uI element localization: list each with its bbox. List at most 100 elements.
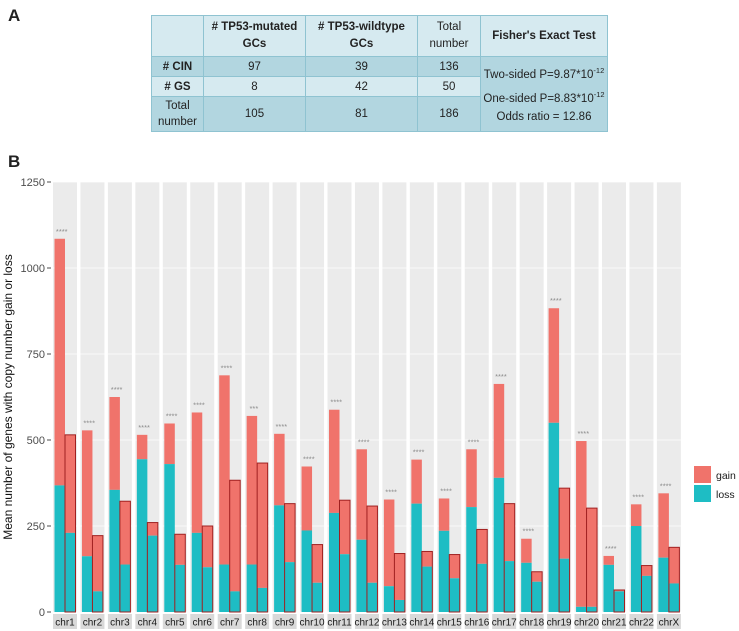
facet-label: chr11 [327, 618, 352, 629]
bar-loss-chr22-2 [641, 575, 652, 612]
significance-label: **** [385, 488, 397, 497]
bar-loss-chr15-1 [438, 530, 450, 612]
bar-outline-chr1 [64, 434, 76, 613]
fisher-odds-ratio: Odds ratio = 12.86 [496, 111, 592, 124]
bar-outline-chr21 [613, 589, 625, 613]
bar-outline-chr6 [201, 525, 214, 613]
bar-gain-chr8-1 [246, 415, 258, 565]
cell-cin-wildtype: 39 [305, 56, 418, 77]
bar-outline-chr12 [366, 505, 378, 613]
facet-strip [547, 614, 572, 629]
facet-strip [80, 614, 105, 629]
fisher-one-sided: One-sided P=8.83*10-12 [483, 89, 605, 105]
header-blank [151, 15, 204, 57]
bar-loss-chr17-2 [504, 561, 515, 612]
row-label-cin: # CIN [151, 56, 204, 77]
significance-label: **** [413, 448, 425, 457]
legend-label-gain: gain [716, 470, 736, 482]
facet-strip [602, 614, 626, 629]
header-total: Total number [417, 15, 481, 57]
bar-loss-chr16-2 [476, 563, 488, 612]
facet-strip [437, 614, 462, 629]
table-row-gs: # GS 8 42 50 [151, 76, 608, 97]
significance-label: **** [660, 481, 672, 490]
panel-label-a: A [8, 6, 21, 25]
bar-gain-chrX-1 [658, 493, 669, 558]
facet-label: chr14 [409, 618, 434, 629]
bar-gain-chr16-2 [476, 529, 488, 564]
bar-gain-chr17-1 [493, 383, 505, 478]
bar-outline-chr22 [640, 565, 653, 613]
bar-gain-chr20-1 [576, 441, 587, 607]
bar-loss-chr6-2 [202, 567, 213, 612]
significance-label: **** [111, 385, 123, 394]
bar-loss-chr17-1 [493, 477, 505, 612]
significance-label: **** [605, 544, 617, 553]
significance-label: **** [577, 429, 589, 438]
facet-strip [409, 614, 434, 629]
bar-outline-chr7 [229, 479, 241, 613]
bar-gain-chrX-2 [668, 547, 680, 584]
bar-loss-chr3-2 [119, 564, 131, 612]
significance-label: **** [83, 418, 95, 427]
bar-gain-chr3-2 [119, 501, 131, 565]
legend-swatch-gain [694, 466, 711, 483]
bar-loss-chr2-2 [92, 591, 103, 612]
bar-outline-chr16 [476, 528, 488, 613]
facet-label: chr6 [193, 618, 213, 629]
facet-label: chr13 [382, 618, 407, 629]
bar-outline-chr14 [421, 550, 433, 613]
bar-loss-chrX-1 [658, 557, 669, 612]
cell-gs-total: 50 [417, 76, 481, 97]
bar-loss-chr19-1 [548, 422, 560, 612]
facet-label: chr9 [275, 618, 295, 629]
bar-gain-chr3-1 [109, 397, 120, 490]
bar-loss-chr22-1 [630, 526, 642, 612]
header-fisher: Fisher's Exact Test [480, 15, 608, 57]
cell-total-total: 186 [417, 96, 481, 132]
significance-label: **** [358, 437, 370, 446]
bar-loss-chr5-2 [174, 564, 186, 612]
bar-outline-chr9 [284, 503, 296, 613]
bar-gain-chr7-2 [229, 480, 241, 592]
bar-loss-chrX-2 [668, 583, 680, 612]
header-tp53-wildtype: # TP53-wildtype GCs [305, 15, 418, 57]
facet-strip [245, 614, 270, 629]
bar-gain-chr17-2 [504, 503, 515, 562]
significance-label: **** [221, 363, 233, 372]
bar-gain-chr1-1 [54, 238, 65, 486]
facet-label: chr8 [247, 618, 267, 629]
legend-swatch-loss [694, 485, 711, 502]
facet-strip [656, 614, 681, 629]
significance-label: **** [276, 422, 288, 431]
bar-outline-chr4 [146, 522, 159, 613]
facet-strip [382, 614, 407, 629]
bar-outline-chr13 [393, 553, 406, 613]
bar-loss-chr4-1 [136, 459, 148, 612]
bar-gain-chr10-2 [312, 544, 323, 583]
bar-loss-chr8-1 [246, 564, 258, 612]
bar-outline-chr11 [339, 499, 351, 613]
significance-label: **** [440, 486, 452, 495]
bar-loss-chr5-1 [164, 464, 175, 612]
facet-label: chr17 [492, 618, 517, 629]
bar-loss-chr14-1 [411, 503, 422, 612]
bar-loss-chr19-2 [559, 558, 570, 612]
bar-gain-chr10-1 [301, 466, 313, 531]
bar-gain-chr8-2 [257, 463, 268, 588]
facet-label: chr21 [601, 618, 626, 629]
y-tick-label: 0 [39, 607, 45, 619]
y-tick-label: 500 [27, 435, 45, 447]
bar-gain-chr19-1 [548, 308, 560, 423]
bar-gain-chr9-1 [274, 433, 285, 506]
facet-label: chr5 [165, 618, 185, 629]
facet-strip [519, 614, 544, 629]
bar-loss-chr1-1 [54, 485, 65, 612]
bar-outline-chr10 [311, 544, 324, 613]
y-axis-title: Mean number of genes with copy number ga… [1, 254, 15, 540]
facet-label: chrX [659, 618, 680, 629]
bar-gain-chr18-2 [531, 571, 543, 582]
y-tick-label: 1250 [21, 177, 45, 189]
bar-gain-chr16-1 [466, 449, 477, 508]
